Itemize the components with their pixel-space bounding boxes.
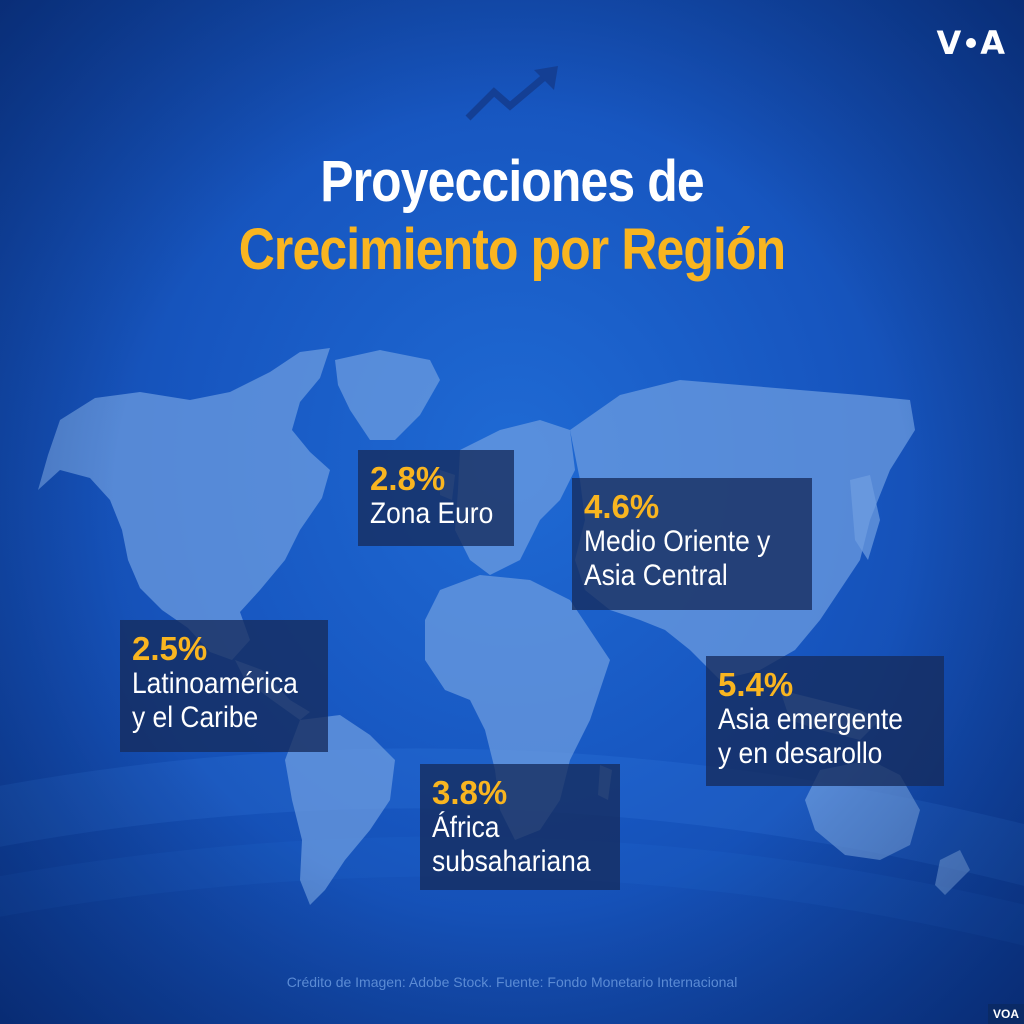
region-percent: 2.5% <box>132 630 208 667</box>
page-title: Proyecciones de Crecimiento por Región <box>0 148 1024 284</box>
voa-logo: V A <box>936 24 1006 62</box>
logo-letter-a: A <box>980 24 1006 62</box>
region-label-asia-emergente: 5.4% Asia emergente y en desarollo <box>706 656 944 786</box>
logo-dot <box>966 38 977 48</box>
trending-up-arrow-icon <box>465 66 558 121</box>
greenland <box>335 350 440 440</box>
region-name-line: Asia Central <box>584 559 728 592</box>
region-percent: 5.4% <box>718 666 794 703</box>
region-name-line: Zona Euro <box>370 497 494 530</box>
region-label-medio-oriente-asia-central: 4.6% Medio Oriente y Asia Central <box>572 478 812 610</box>
region-label-africa-subsahariana: 3.8% África subsahariana <box>420 764 620 890</box>
region-name-line: y el Caribe <box>132 701 259 734</box>
region-label-zona-euro: 2.8% Zona Euro <box>358 450 514 546</box>
region-percent: 2.8% <box>370 460 446 497</box>
region-name-line: y en desarollo <box>718 737 883 770</box>
image-credit: Crédito de Imagen: Adobe Stock. Fuente: … <box>286 974 738 990</box>
region-name-line: Latinoamérica <box>132 667 298 700</box>
region-percent: 3.8% <box>432 774 508 811</box>
region-name-line: África <box>432 811 500 844</box>
title-line-2: Crecimiento por Región <box>238 217 786 282</box>
south-america <box>285 715 395 905</box>
logo-letter-v: V <box>936 24 963 62</box>
region-name-line: Asia emergente <box>718 703 903 736</box>
region-label-latinoamerica-caribe: 2.5% Latinoamérica y el Caribe <box>120 620 328 752</box>
region-name-line: Medio Oriente y <box>584 525 771 558</box>
region-percent: 4.6% <box>584 488 660 525</box>
title-line-1: Proyecciones de <box>320 149 704 214</box>
region-name-line: subsahariana <box>432 845 591 878</box>
corner-badge: VOA <box>987 1004 1024 1024</box>
